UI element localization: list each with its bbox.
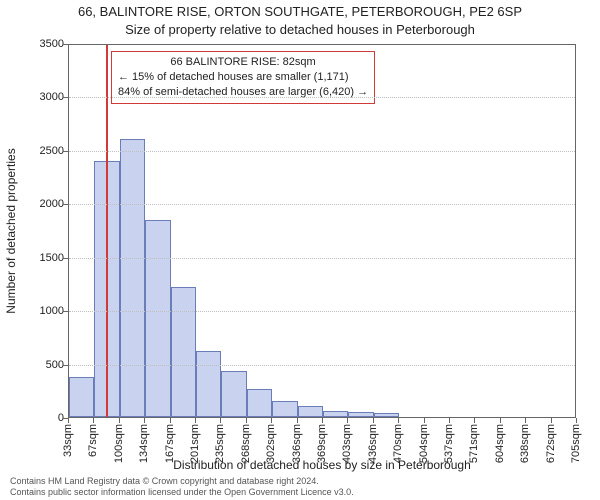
y-tick — [63, 97, 68, 98]
x-tick — [68, 418, 69, 423]
x-tick-label: 504sqm — [418, 424, 430, 463]
grid-line — [69, 365, 575, 366]
x-tick — [322, 418, 323, 423]
x-tick — [474, 418, 475, 423]
plot-area: 66 BALINTORE RISE: 82sqm ← 15% of detach… — [68, 44, 576, 418]
x-tick-label: 167sqm — [164, 424, 176, 463]
grid-line — [69, 97, 575, 98]
y-tick — [63, 258, 68, 259]
x-tick — [500, 418, 501, 423]
histogram-bar — [196, 351, 221, 417]
info-line-1: 66 BALINTORE RISE: 82sqm — [118, 55, 368, 70]
histogram-bar — [348, 412, 373, 417]
y-tick — [63, 44, 68, 45]
histogram-bar — [69, 377, 94, 417]
x-tick-label: 705sqm — [570, 424, 582, 463]
y-tick — [63, 204, 68, 205]
y-tick — [63, 151, 68, 152]
grid-line — [69, 311, 575, 312]
x-tick-label: 33sqm — [62, 424, 74, 457]
histogram-bar — [120, 139, 145, 417]
x-tick — [297, 418, 298, 423]
x-tick — [398, 418, 399, 423]
footer-line-2: Contains public sector information licen… — [10, 487, 354, 498]
title-subtitle: Size of property relative to detached ho… — [0, 22, 600, 37]
histogram-bar — [323, 411, 348, 417]
x-tick — [195, 418, 196, 423]
x-tick — [271, 418, 272, 423]
histogram-bar — [272, 401, 297, 417]
info-line-2: ← 15% of detached houses are smaller (1,… — [118, 70, 368, 85]
histogram-bar — [171, 287, 196, 417]
histogram-bar — [221, 371, 246, 417]
title-address: 66, BALINTORE RISE, ORTON SOUTHGATE, PET… — [0, 4, 600, 19]
y-tick-label: 3500 — [14, 38, 64, 50]
x-tick-label: 302sqm — [265, 424, 277, 463]
x-tick — [93, 418, 94, 423]
histogram-bar — [298, 406, 323, 417]
x-tick — [449, 418, 450, 423]
x-tick-label: 268sqm — [240, 424, 252, 463]
y-tick-label: 2500 — [14, 145, 64, 157]
x-tick-label: 571sqm — [468, 424, 480, 463]
chart-container: 66, BALINTORE RISE, ORTON SOUTHGATE, PET… — [0, 0, 600, 500]
x-tick-label: 201sqm — [189, 424, 201, 463]
y-tick-label: 2000 — [14, 198, 64, 210]
x-tick-label: 470sqm — [392, 424, 404, 463]
x-tick-label: 336sqm — [291, 424, 303, 463]
grid-line — [69, 204, 575, 205]
x-tick — [246, 418, 247, 423]
x-tick — [220, 418, 221, 423]
x-tick-label: 235sqm — [214, 424, 226, 463]
x-tick — [170, 418, 171, 423]
x-tick — [551, 418, 552, 423]
x-tick — [525, 418, 526, 423]
footer-line-1: Contains HM Land Registry data © Crown c… — [10, 476, 354, 487]
histogram-bar — [145, 220, 170, 417]
y-tick-label: 500 — [14, 359, 64, 371]
x-tick-label: 436sqm — [367, 424, 379, 463]
x-tick-label: 67sqm — [87, 424, 99, 457]
y-tick-label: 1000 — [14, 305, 64, 317]
y-tick — [63, 365, 68, 366]
x-tick-label: 403sqm — [341, 424, 353, 463]
histogram-bar — [374, 413, 399, 417]
y-tick-label: 0 — [14, 412, 64, 424]
x-tick — [347, 418, 348, 423]
y-tick — [63, 311, 68, 312]
x-tick-label: 604sqm — [494, 424, 506, 463]
x-tick-label: 537sqm — [443, 424, 455, 463]
grid-line — [69, 151, 575, 152]
x-tick-label: 672sqm — [545, 424, 557, 463]
footer-text: Contains HM Land Registry data © Crown c… — [10, 476, 354, 499]
grid-line — [69, 258, 575, 259]
info-box: 66 BALINTORE RISE: 82sqm ← 15% of detach… — [111, 51, 375, 104]
x-tick-label: 100sqm — [113, 424, 125, 463]
x-tick — [144, 418, 145, 423]
x-tick — [373, 418, 374, 423]
marker-line — [106, 45, 108, 417]
x-tick — [576, 418, 577, 423]
x-tick-label: 134sqm — [138, 424, 150, 463]
y-tick-label: 3000 — [14, 91, 64, 103]
y-tick-label: 1500 — [14, 252, 64, 264]
x-tick-label: 638sqm — [519, 424, 531, 463]
x-tick — [424, 418, 425, 423]
x-tick-label: 369sqm — [316, 424, 328, 463]
x-tick — [119, 418, 120, 423]
histogram-bar — [247, 389, 272, 417]
